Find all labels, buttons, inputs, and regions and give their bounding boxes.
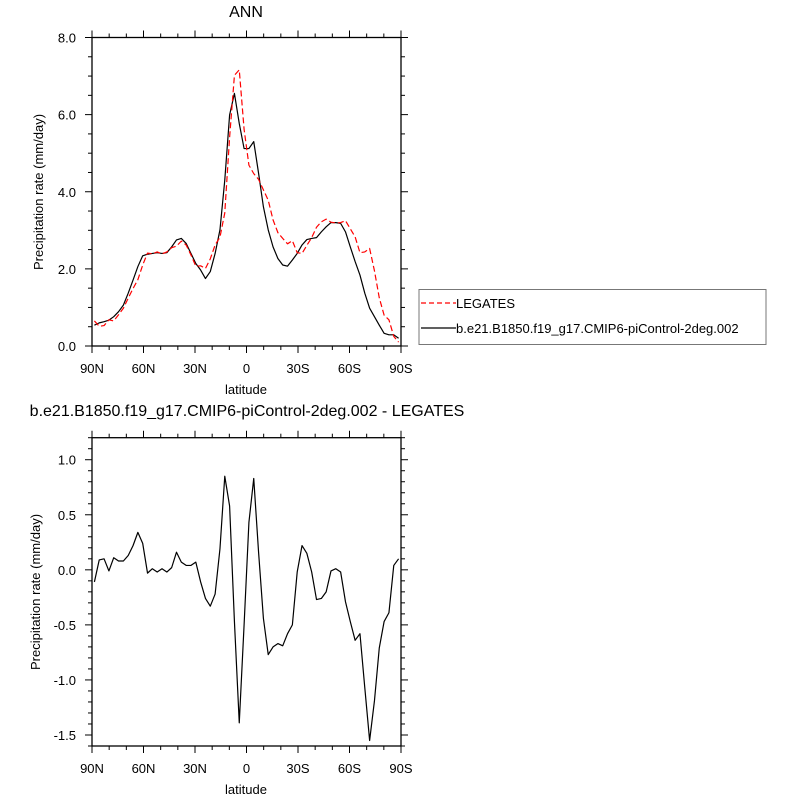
- y-tick-label: 6.0: [58, 108, 76, 123]
- series-line-difference: [93, 475, 400, 742]
- plot-frame: [91, 437, 402, 747]
- series-line-legates: [93, 69, 400, 343]
- bottom-y-axis-label: Precipitation rate (mm/day): [28, 514, 43, 670]
- x-tick-label: 30S: [286, 761, 309, 776]
- x-tick-label: 60S: [338, 361, 361, 376]
- top-chart-title: ANN: [229, 4, 263, 21]
- x-tick-label: 90N: [80, 361, 104, 376]
- y-tick-label: -0.5: [54, 618, 76, 633]
- legend: LEGATES b.e21.B1850.f19_g17.CMIP6-piCont…: [418, 289, 767, 345]
- top-y-axis-label: Precipitation rate (mm/day): [31, 114, 46, 270]
- x-tick-label: 0: [243, 361, 250, 376]
- x-tick-label: 60N: [132, 761, 156, 776]
- y-tick-label: -1.5: [54, 728, 76, 743]
- x-tick-label: 90S: [389, 761, 412, 776]
- bottom-chart-title: b.e21.B1850.f19_g17.CMIP6-piControl-2deg…: [30, 403, 465, 420]
- x-tick-label: 0: [243, 761, 250, 776]
- y-tick-label: 2.0: [58, 262, 76, 277]
- legend-label-legates: LEGATES: [456, 296, 515, 311]
- top-plot-area: 90N 60N 30N 0 30S 60S 90S 0.0 2.0 4.0 6.0 8.0: [58, 30, 413, 376]
- x-tick-label: 30S: [286, 361, 309, 376]
- y-tick-label: -1.0: [54, 673, 76, 688]
- x-tick-label: 60S: [338, 761, 361, 776]
- x-tick-label: 30N: [183, 761, 207, 776]
- bottom-plot-area: 90N 60N 30N 0 30S 60S 90S 1.0 0.5 0.0 -0.5 -1.0 -1.5: [54, 430, 413, 776]
- x-tick-label: 90S: [389, 361, 412, 376]
- plot-frame: [91, 36, 402, 347]
- x-tick-label: 30N: [183, 361, 207, 376]
- y-tick-label: 0.5: [58, 508, 76, 523]
- series-line-b-e21-b1850-f19-g17-cmip6-picontrol-2deg-002: [94, 92, 399, 339]
- x-tick-label: 90N: [80, 761, 104, 776]
- legend-box: [418, 289, 767, 345]
- top-x-axis-label: latitude: [225, 382, 267, 397]
- y-tick-label: 1.0: [58, 453, 76, 468]
- y-tick-label: 4.0: [58, 185, 76, 200]
- bottom-x-axis-label: latitude: [225, 782, 267, 797]
- y-tick-label: 0.0: [58, 563, 76, 578]
- y-tick-label: 8.0: [58, 31, 76, 46]
- legend-label-model: b.e21.B1850.f19_g17.CMIP6-piControl-2deg…: [456, 321, 739, 336]
- y-tick-label: 0.0: [58, 339, 76, 354]
- x-tick-label: 60N: [132, 361, 156, 376]
